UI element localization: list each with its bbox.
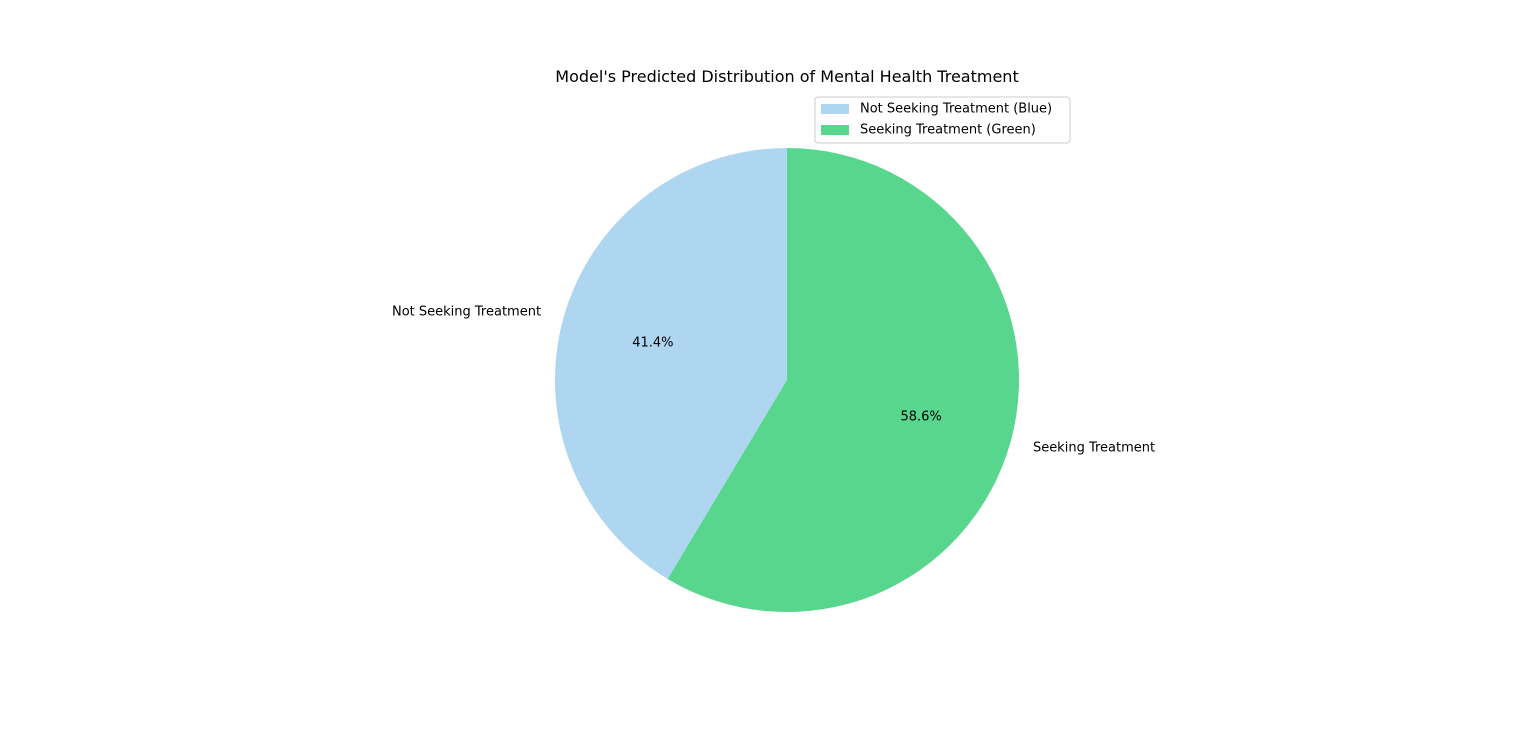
percent-labels: 41.4% 58.6% bbox=[632, 335, 942, 424]
pie-slice bbox=[667, 148, 1020, 612]
legend-entries: Not Seeking Treatment (Blue) Seeking Trea… bbox=[821, 102, 1052, 138]
chart-title: Model's Predicted Distribution of Mental… bbox=[555, 67, 1018, 86]
legend-swatch bbox=[821, 104, 849, 114]
legend-frame bbox=[814, 96, 1071, 144]
legend-label: Seeking Treatment (Green) bbox=[860, 123, 1036, 138]
slice-label: Not Seeking Treatment bbox=[392, 304, 541, 319]
pie-slice bbox=[555, 148, 787, 579]
legend: Not Seeking Treatment (Blue) Seeking Trea… bbox=[814, 96, 1071, 144]
slice-labels: Not Seeking Treatment Seeking Treatment bbox=[392, 304, 1155, 455]
legend-label: Not Seeking Treatment (Blue) bbox=[860, 102, 1052, 117]
legend-swatch bbox=[821, 125, 849, 135]
pie-slices bbox=[555, 148, 1020, 612]
slice-percent-label: 41.4% bbox=[632, 335, 673, 350]
slice-label: Seeking Treatment bbox=[1033, 441, 1155, 456]
slice-percent-label: 58.6% bbox=[900, 410, 941, 425]
